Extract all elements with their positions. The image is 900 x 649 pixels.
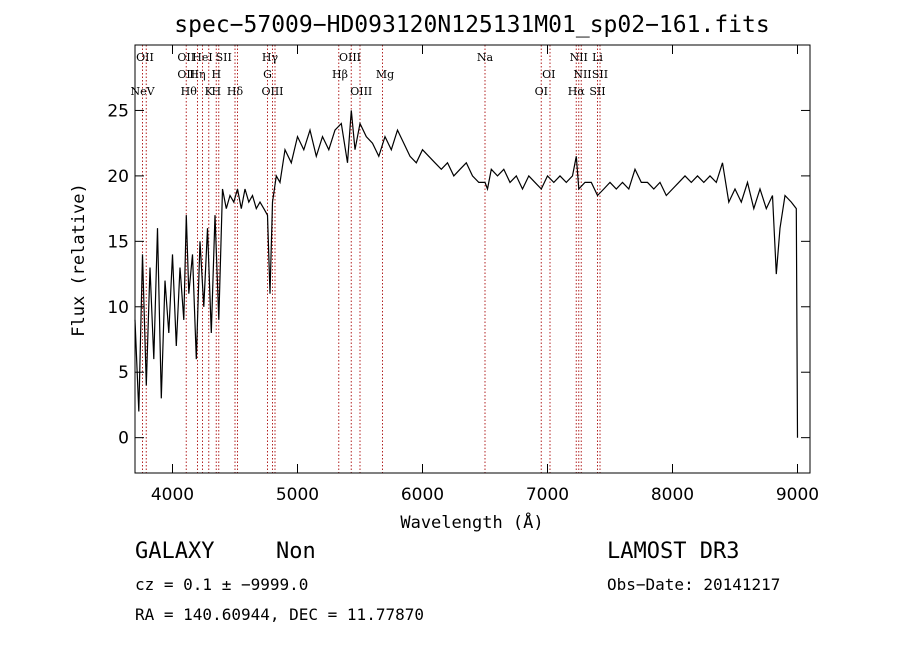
x-tick-label: 4000 <box>151 485 194 505</box>
y-axis: 0 5 10 15 20 25 <box>107 101 810 449</box>
spectral-line-label: Hγ <box>262 51 279 64</box>
x-tick-label: 8000 <box>651 485 694 505</box>
spectral-line-label: HeI <box>192 51 212 64</box>
spectral-line-label: Na <box>477 51 494 64</box>
x-tick-label: 6000 <box>401 485 444 505</box>
spectral-line-label: Hβ <box>332 68 348 81</box>
spectral-line-label: NII <box>573 68 591 81</box>
object-class: GALAXY <box>135 539 214 564</box>
spectral-line-label: OIII <box>339 51 361 64</box>
chart-title: spec−57009−HD093120N125131M01_sp02−161.f… <box>174 12 769 38</box>
y-tick-label: 0 <box>118 429 129 449</box>
spectral-line-label: Hα <box>568 85 586 98</box>
plot-frame <box>134 44 811 474</box>
survey-label: LAMOST DR3 <box>607 539 739 564</box>
y-tick-label: 5 <box>118 363 129 383</box>
spectral-line-label: K <box>205 85 214 98</box>
object-subclass: Non <box>276 539 316 564</box>
spectral-line-label: Mg <box>376 68 394 81</box>
spectral-line-label: NeV <box>130 85 155 98</box>
spectral-line-label: OII <box>177 68 195 81</box>
spectral-line-label: OII <box>177 51 195 64</box>
spectral-line-label: Hδ <box>227 85 244 98</box>
line-markers <box>142 45 601 473</box>
series-group <box>134 110 799 438</box>
y-tick-label: 20 <box>107 167 129 187</box>
spectral-line-label: Hη <box>189 68 205 81</box>
spectral-line-label: OI <box>535 85 548 98</box>
spectrum-line <box>134 110 799 438</box>
spectral-line-label: OI <box>542 68 555 81</box>
spectral-line-label: Hθ <box>181 85 198 98</box>
spectral-line-label: NII <box>570 51 588 64</box>
y-tick-label: 25 <box>107 101 129 121</box>
spectral-line-label: OIII <box>350 85 372 98</box>
spectral-line-label: G <box>263 68 272 81</box>
spectral-line-label: H <box>211 85 221 98</box>
redshift-text: cz = 0.1 ± −9999.0 <box>135 575 308 594</box>
spectral-line-label: SII <box>589 85 605 98</box>
spectral-line-label: H <box>211 68 221 81</box>
y-axis-label: Flux (relative) <box>69 183 89 337</box>
spectral-line-label: SII <box>216 51 232 64</box>
spectral-line-label: OIII <box>261 85 283 98</box>
obs-date: Obs−Date: 20141217 <box>607 575 780 594</box>
coordinates: RA = 140.60944, DEC = 11.77870 <box>135 605 424 624</box>
spectral-line-label: Li <box>592 51 603 64</box>
x-axis-label: Wavelength (Å) <box>400 511 543 533</box>
x-axis: 4000 5000 6000 7000 8000 9000 <box>151 45 819 505</box>
y-tick-label: 10 <box>107 298 129 318</box>
spectral-line-label: SII <box>592 68 608 81</box>
x-tick-label: 7000 <box>526 485 569 505</box>
x-tick-label: 9000 <box>776 485 819 505</box>
spectral-line-label: OII <box>136 51 154 64</box>
y-tick-label: 15 <box>107 232 129 252</box>
x-tick-label: 5000 <box>276 485 319 505</box>
